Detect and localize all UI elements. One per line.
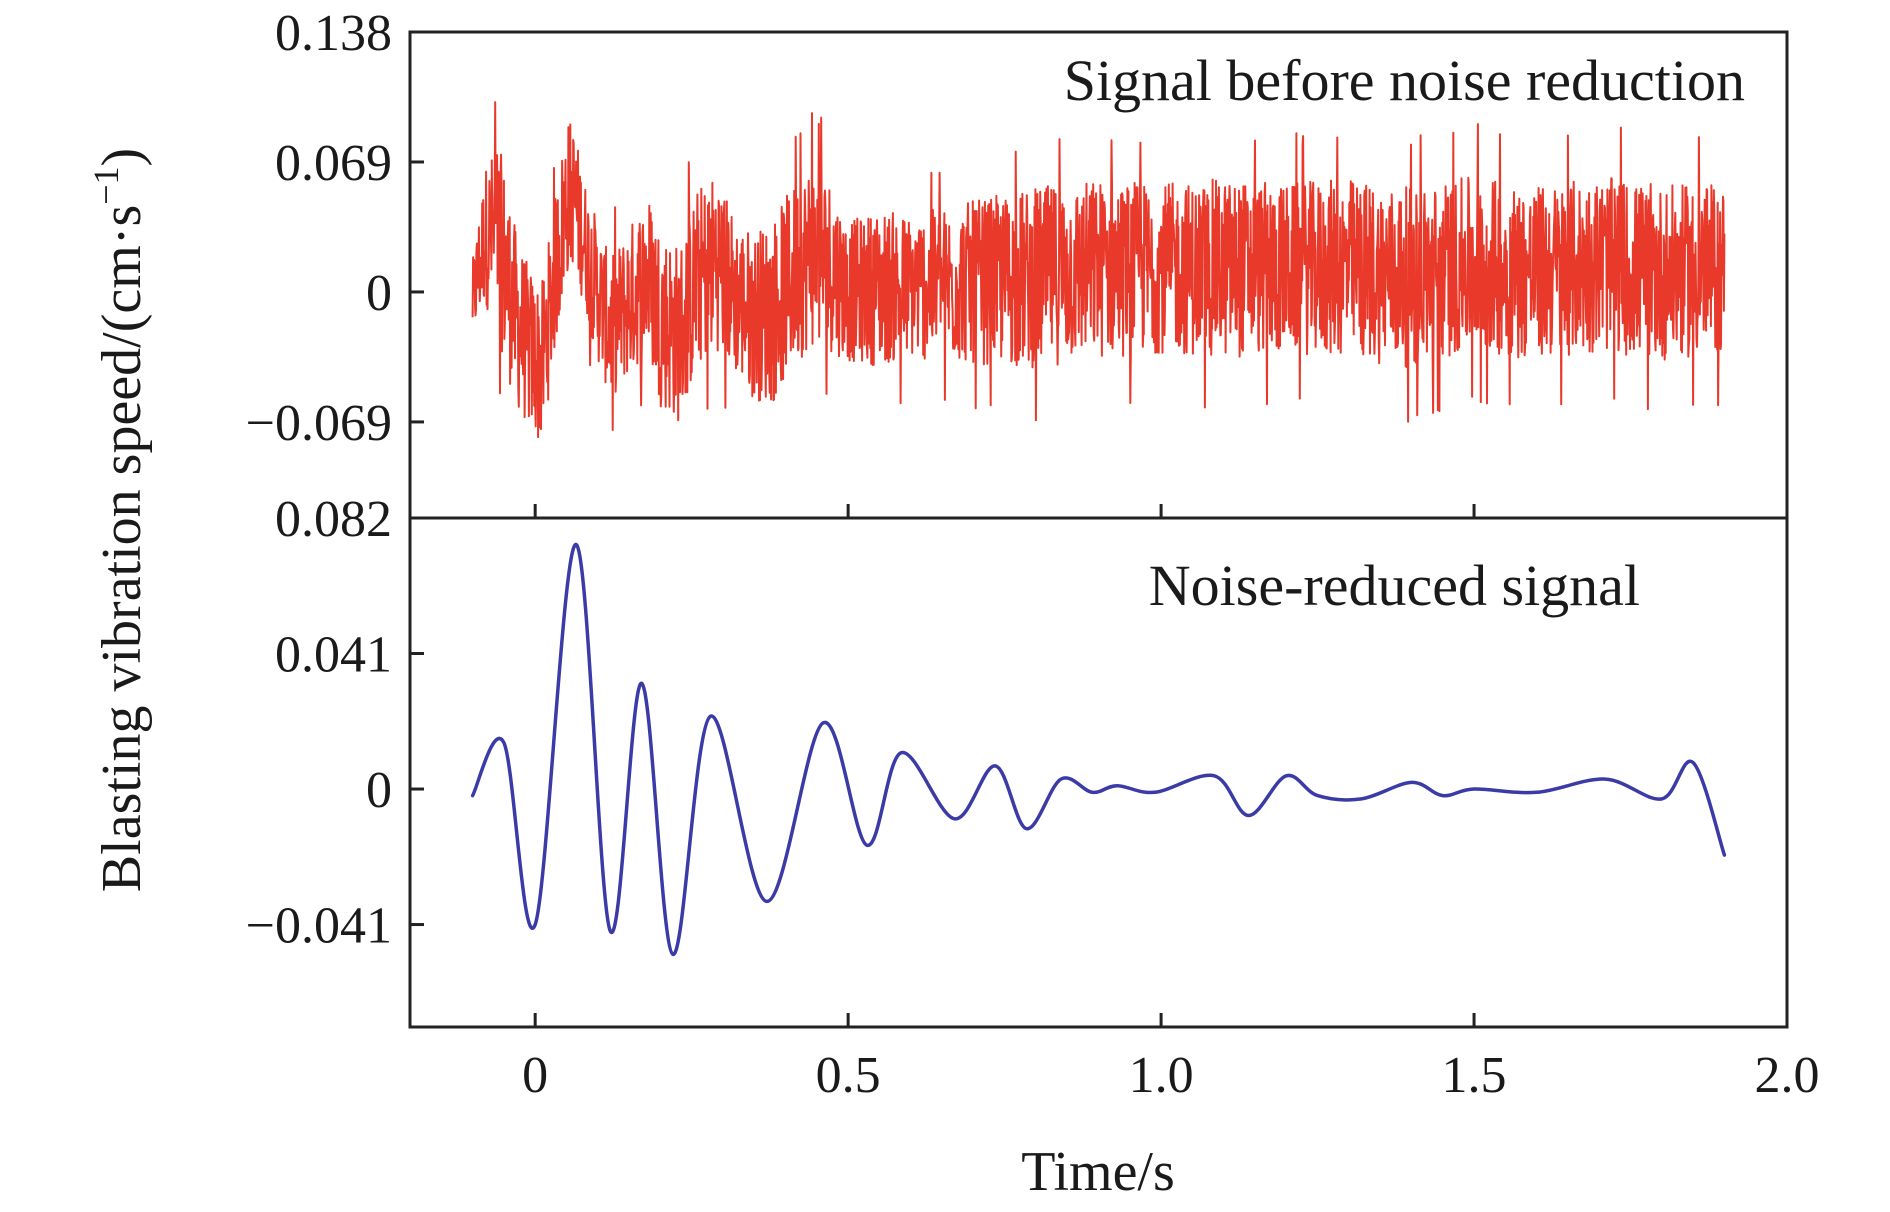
x-tick-label: 0.5 bbox=[816, 1047, 881, 1104]
y-axis-title: Blasting vibration speed/(cm·s−1) bbox=[86, 148, 153, 892]
x-tick-label: 2.0 bbox=[1755, 1047, 1820, 1104]
bottom-y-tick-label: 0 bbox=[366, 762, 392, 819]
bottom-panel: −0.041 0 0.041 0.082 0 0.5 1.0 1.5 2.0 Noise-red… bbox=[246, 491, 1820, 1104]
bottom-panel-frame bbox=[408, 516, 1789, 1029]
x-axis-title: Time/s bbox=[1021, 1141, 1175, 1203]
y-axis-title-superscript: −1 bbox=[86, 166, 126, 204]
y-axis-title-close: ) bbox=[91, 148, 153, 167]
top-y-tick-label: 0 bbox=[366, 265, 392, 322]
top-y-tick-label: 0.069 bbox=[275, 135, 392, 192]
top-panel: −0.069 0 0.069 0.138 Signal before noise re… bbox=[246, 5, 1789, 520]
raw-signal-line bbox=[471, 101, 1726, 439]
bottom-y-tick-label: −0.041 bbox=[246, 898, 392, 955]
bottom-y-tick-label: 0.082 bbox=[275, 491, 392, 548]
x-tick-label: 1.0 bbox=[1129, 1047, 1194, 1104]
bottom-y-tick-label: 0.041 bbox=[275, 627, 392, 684]
y-axis-title-main: Blasting vibration speed/(cm·s bbox=[91, 205, 153, 892]
bottom-panel-annotation: Noise-reduced signal bbox=[1149, 553, 1640, 618]
bottom-panel-ticks: −0.041 0 0.041 0.082 0 0.5 1.0 1.5 2.0 bbox=[246, 491, 1820, 1104]
top-panel-ticks: −0.069 0 0.069 0.138 bbox=[246, 5, 1476, 518]
top-panel-annotation: Signal before noise reduction bbox=[1064, 48, 1745, 113]
top-y-tick-label: 0.138 bbox=[275, 5, 392, 62]
x-tick-label: 1.5 bbox=[1442, 1047, 1507, 1104]
top-y-tick-label: −0.069 bbox=[246, 395, 392, 452]
x-tick-label: 0 bbox=[522, 1047, 548, 1104]
denoised-signal-line bbox=[470, 542, 1727, 957]
